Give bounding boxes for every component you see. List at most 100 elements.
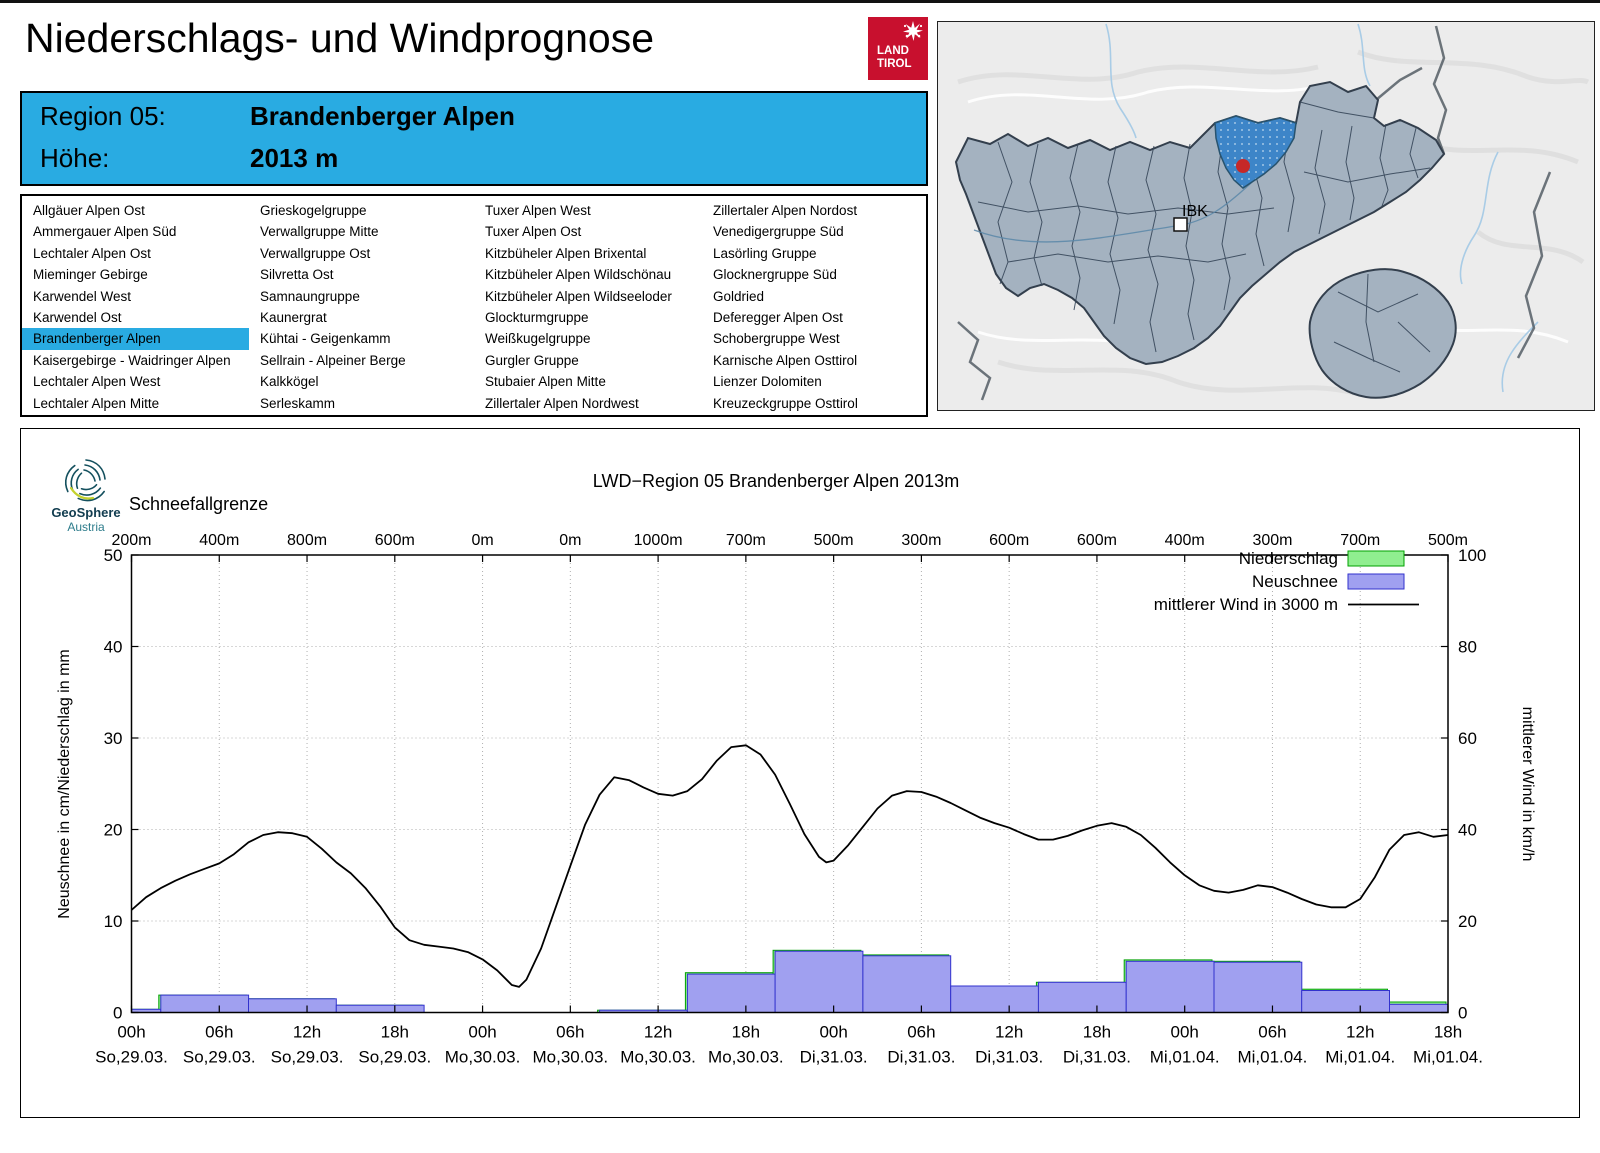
neuschnee-bar (1301, 990, 1390, 1013)
x-date-label: Mo,30.03. (620, 1048, 696, 1067)
snowline-value: 600m (989, 532, 1029, 549)
x-time-label: 00h (468, 1023, 496, 1042)
x-date-label: Di,31.03. (1063, 1048, 1131, 1067)
region-list-item[interactable]: Tuxer Alpen West (485, 203, 591, 218)
x-time-label: 12h (1346, 1023, 1374, 1042)
geosphere-logo-icon (64, 459, 106, 502)
region-list-item[interactable]: Kitzbüheler Alpen Wildseeloder (485, 288, 672, 304)
region-list-item[interactable]: Kitzbüheler Alpen Wildschönau (485, 267, 672, 283)
neuschnee-bars (131, 950, 1448, 1013)
x-time-label: 12h (995, 1023, 1023, 1042)
region-list-item[interactable]: Lechtaler Alpen Mitte (33, 395, 160, 411)
region-list-item[interactable]: Sellrain - Alpeiner Berge (260, 352, 406, 368)
y-left-title: Neuschnee in cm/Niederschlag in mm (56, 649, 73, 918)
geosphere-sub: Austria (67, 520, 105, 534)
region-list-item[interactable]: Verwallgruppe Ost (260, 245, 371, 261)
x-date-label: So,29.03. (95, 1048, 168, 1067)
region-list-item[interactable]: Karwendel West (33, 288, 132, 304)
legend-label: mittlerer Wind in 3000 m (1154, 595, 1338, 614)
region-list-item[interactable]: Stubaier Alpen Mitte (485, 374, 606, 390)
region-value: Brandenberger Alpen (250, 101, 515, 131)
region-list-item[interactable]: Glocknergruppe Süd (713, 267, 837, 283)
region-list-item[interactable]: Deferegger Alpen Ost (713, 309, 843, 325)
region-list-item[interactable]: Glockturmgruppe (485, 309, 589, 325)
x-time-label: 12h (293, 1023, 321, 1042)
neuschnee-bar (248, 998, 337, 1013)
region-list-item[interactable]: Weißkugelgruppe (485, 331, 591, 347)
region-list-item[interactable]: Kaunergrat (260, 309, 327, 325)
region-list-item[interactable]: Mieminger Gebirge (33, 267, 148, 283)
selected-region-shape[interactable] (1214, 115, 1297, 189)
snowline-value: 300m (1252, 532, 1292, 549)
region-header: Region 05: Brandenberger Alpen Höhe: 201… (20, 91, 928, 186)
x-time-label: 06h (1258, 1023, 1286, 1042)
x-date-label: Mi,01.04. (1150, 1048, 1220, 1067)
y-right-title: mittlerer Wind in km/h (1519, 707, 1536, 862)
neuschnee-bar (1125, 960, 1215, 1013)
y-left-tick: 20 (104, 821, 123, 840)
region-list-item[interactable]: Zillertaler Alpen Nordwest (485, 395, 639, 411)
legend-swatch (1347, 550, 1405, 567)
x-date-label: So,29.03. (271, 1048, 344, 1067)
region-list-item[interactable]: Brandenberger Alpen (22, 328, 249, 350)
y-left-tick: 50 (104, 546, 123, 565)
region-list-item[interactable]: Lechtaler Alpen Ost (33, 245, 151, 261)
snowline-value: 600m (375, 532, 415, 549)
region-list-item[interactable]: Goldried (713, 288, 765, 304)
x-date-label: Di,31.03. (887, 1048, 955, 1067)
east-district-borders (1333, 273, 1431, 373)
region-list-item[interactable]: Kalkkögel (260, 374, 319, 390)
region-list-item[interactable]: Lasörling Gruppe (713, 245, 817, 261)
chart-title: LWD−Region 05 Brandenberger Alpen 2013m (593, 471, 959, 491)
region-list-item[interactable]: Samnaungruppe (260, 288, 360, 304)
legend (1347, 550, 1419, 606)
legend-swatch (1347, 573, 1405, 590)
chart-plot-area: 200m00hSo,29.03.400m06hSo,29.03.800m12hS… (95, 532, 1486, 1067)
geosphere-name: GeoSphere (51, 505, 120, 520)
region-list-item[interactable]: Lienzer Dolomiten (713, 374, 822, 390)
neuschnee-bar (1213, 961, 1303, 1013)
region-list-item[interactable]: Karnische Alpen Osttirol (713, 352, 858, 368)
region-list-item[interactable]: Silvretta Ost (260, 267, 334, 283)
altitude-label: Höhe: (40, 143, 110, 173)
region-list-item[interactable]: Serleskamm (260, 395, 336, 411)
page-title: Niederschlags- und Windprognose (25, 15, 655, 61)
region-list-item[interactable]: Kaisergebirge - Waidringer Alpen (33, 352, 231, 368)
east-tirol-shape (1308, 268, 1457, 399)
y-right-tick: 0 (1458, 1004, 1467, 1023)
station-marker (1236, 159, 1250, 173)
snowline-value: 200m (111, 532, 151, 549)
region-list-item[interactable]: Karwendel Ost (33, 309, 122, 325)
region-list-item[interactable]: Zillertaler Alpen Nordost (713, 203, 858, 218)
region-list-item[interactable]: Allgäuer Alpen Ost (33, 203, 145, 218)
region-list-item[interactable]: Schobergruppe West (713, 331, 840, 347)
y-left-tick: 30 (104, 729, 123, 748)
x-time-label: 18h (732, 1023, 760, 1042)
region-list-item[interactable]: Kühtai - Geigenkamm (260, 331, 391, 347)
region-list-item[interactable]: Tuxer Alpen Ost (485, 224, 582, 240)
region-list-item[interactable]: Verwallgruppe Mitte (260, 224, 379, 240)
y-right-tick: 20 (1458, 912, 1477, 931)
ibk-marker (1173, 217, 1188, 232)
x-date-label: Di,31.03. (975, 1048, 1043, 1067)
x-time-label: 18h (381, 1023, 409, 1042)
region-list: Allgäuer Alpen Ost Ammergauer Alpen Süd Le… (20, 194, 928, 417)
region-list-item[interactable]: Kitzbüheler Alpen Brixental (485, 245, 647, 261)
snowline-value: 300m (901, 532, 941, 549)
region-list-item[interactable]: Lechtaler Alpen West (33, 374, 161, 390)
y-right-tick: 100 (1458, 546, 1486, 565)
snowline-value: 1000m (634, 532, 683, 549)
region-list-item[interactable]: Venedigergruppe Süd (713, 224, 844, 240)
wind-line (130, 744, 1449, 988)
land-tirol-label-1: LAND (877, 45, 909, 57)
region-list-item[interactable]: Kreuzeckgruppe Osttirol (713, 395, 858, 411)
x-date-label: Mi,01.04. (1413, 1048, 1483, 1067)
region-list-item[interactable]: Ammergauer Alpen Süd (33, 224, 177, 240)
region-list-item[interactable]: Gurgler Gruppe (485, 352, 579, 368)
snowline-label: Schneefallgrenze (129, 494, 268, 514)
y-right-tick: 40 (1458, 821, 1477, 840)
snowline-value: 500m (1428, 532, 1468, 549)
snowline-value: 600m (1077, 532, 1117, 549)
x-time-label: 06h (205, 1023, 233, 1042)
region-list-item[interactable]: Grieskogelgruppe (260, 203, 367, 218)
